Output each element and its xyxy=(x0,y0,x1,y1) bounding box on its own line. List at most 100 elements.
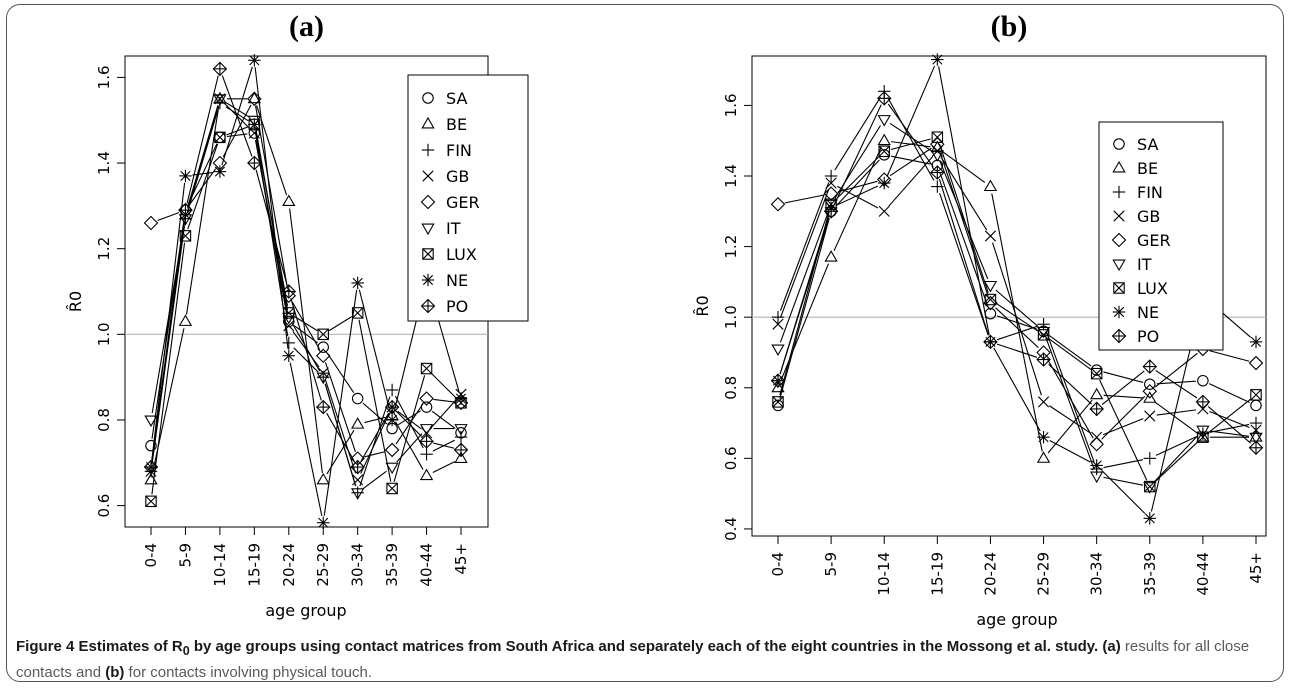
data-point xyxy=(315,399,331,415)
series-segment xyxy=(291,301,321,350)
data-point xyxy=(877,176,891,190)
data-point xyxy=(1250,389,1262,401)
x-tick-label: 15-19 xyxy=(245,543,263,587)
data-point xyxy=(1089,471,1104,484)
data-point xyxy=(772,318,784,330)
legend-label: GER xyxy=(1137,231,1171,250)
series-segment xyxy=(995,307,1039,349)
series-segment xyxy=(360,413,390,474)
series-segment xyxy=(996,325,1038,341)
legend-label: PO xyxy=(1137,327,1159,346)
legend-label: NE xyxy=(1137,303,1159,322)
legend-marker xyxy=(422,92,434,104)
legend-label: NE xyxy=(446,271,468,290)
data-point xyxy=(1142,359,1158,374)
legend-label: LUX xyxy=(446,245,477,264)
x-tick-label: 35-39 xyxy=(383,543,401,587)
series-segment xyxy=(887,103,934,168)
series-segment xyxy=(938,178,989,336)
caption-a-text: results for all close contacts and xyxy=(16,638,1250,681)
series-segment xyxy=(890,138,931,151)
series-segment xyxy=(395,421,424,470)
series-segment xyxy=(1049,405,1092,434)
series-segment xyxy=(1209,350,1250,362)
data-point xyxy=(1248,355,1264,371)
series-segment xyxy=(192,171,214,176)
x-tick-label: 45+ xyxy=(452,543,470,575)
chart-panel-a: (a) 0.6 0.8 1.0 1.2 1.4 1.6 R̂0 0-4 5-9 10-14 15-19… xyxy=(66,10,529,620)
series-segment xyxy=(1154,352,1198,388)
series-segment xyxy=(833,146,882,252)
series-segment xyxy=(362,402,388,425)
series-segment xyxy=(254,105,289,289)
data-point xyxy=(145,495,157,508)
series-segment xyxy=(835,155,880,200)
data-point xyxy=(454,430,468,444)
x-tick-label: 0-4 xyxy=(769,552,787,577)
series-segment xyxy=(834,96,881,171)
series-po xyxy=(143,61,469,475)
series-segment xyxy=(324,383,357,487)
data-point xyxy=(1144,410,1156,422)
data-point xyxy=(352,474,364,486)
series-segment xyxy=(323,289,358,516)
x-tick-label: 45+ xyxy=(1247,552,1265,584)
data-point xyxy=(350,417,365,429)
data-point xyxy=(454,451,468,463)
series-segment xyxy=(995,302,1039,332)
data-point xyxy=(214,131,226,144)
series-segment xyxy=(362,470,387,490)
data-point xyxy=(1197,431,1209,443)
caption-label: Figure 4 xyxy=(16,638,75,655)
data-point xyxy=(317,341,329,353)
series-segment xyxy=(991,193,1043,452)
y-axis-label: R̂0 xyxy=(66,291,85,312)
data-point xyxy=(983,280,998,293)
legend-marker xyxy=(422,170,434,182)
y-tick-label: 1.2 xyxy=(95,237,113,261)
x-tick-label: 30-34 xyxy=(349,543,367,587)
series-segment xyxy=(888,156,934,207)
y-tick-label: 0.4 xyxy=(722,517,740,541)
data-point xyxy=(419,424,434,436)
series-segment xyxy=(289,362,323,516)
series-segment xyxy=(889,122,932,152)
series-segment xyxy=(1101,395,1146,440)
x-tick-label: 5-9 xyxy=(176,543,194,568)
data-point xyxy=(316,472,330,485)
y-axis-label: R̂0 xyxy=(693,295,712,316)
caption-title-part2: by age groups using contact matrices fro… xyxy=(189,638,1099,655)
x-axis-label: age group xyxy=(265,601,346,620)
data-point xyxy=(316,516,330,529)
data-point xyxy=(281,284,297,299)
series-segment xyxy=(151,182,186,461)
data-point xyxy=(1037,430,1050,444)
caption-b-tag: (b) xyxy=(105,664,125,681)
data-point xyxy=(1090,367,1103,380)
series-segment xyxy=(1155,402,1198,434)
caption-a-tag: (a) xyxy=(1102,638,1121,655)
series-segment xyxy=(430,399,457,428)
y-tick-label: 1.0 xyxy=(722,305,740,329)
series-segment xyxy=(255,169,288,285)
data-point xyxy=(454,392,468,405)
legend-marker xyxy=(1112,185,1126,199)
series-segment xyxy=(157,212,180,222)
data-point xyxy=(1090,459,1103,472)
series-segment xyxy=(779,182,830,311)
legend-marker xyxy=(1113,282,1125,294)
data-point xyxy=(419,434,434,449)
series-segment xyxy=(833,104,882,206)
data-point xyxy=(1089,436,1104,452)
series-segment xyxy=(358,319,392,482)
data-point xyxy=(143,215,159,231)
data-point xyxy=(1142,384,1158,399)
data-point xyxy=(823,204,839,219)
data-point xyxy=(282,194,296,207)
series-segment xyxy=(1103,459,1144,469)
data-point xyxy=(771,380,785,393)
legend-label: FIN xyxy=(446,141,472,160)
series-segment xyxy=(358,289,391,414)
figure-frame xyxy=(6,4,1284,682)
series-segment xyxy=(324,379,357,474)
